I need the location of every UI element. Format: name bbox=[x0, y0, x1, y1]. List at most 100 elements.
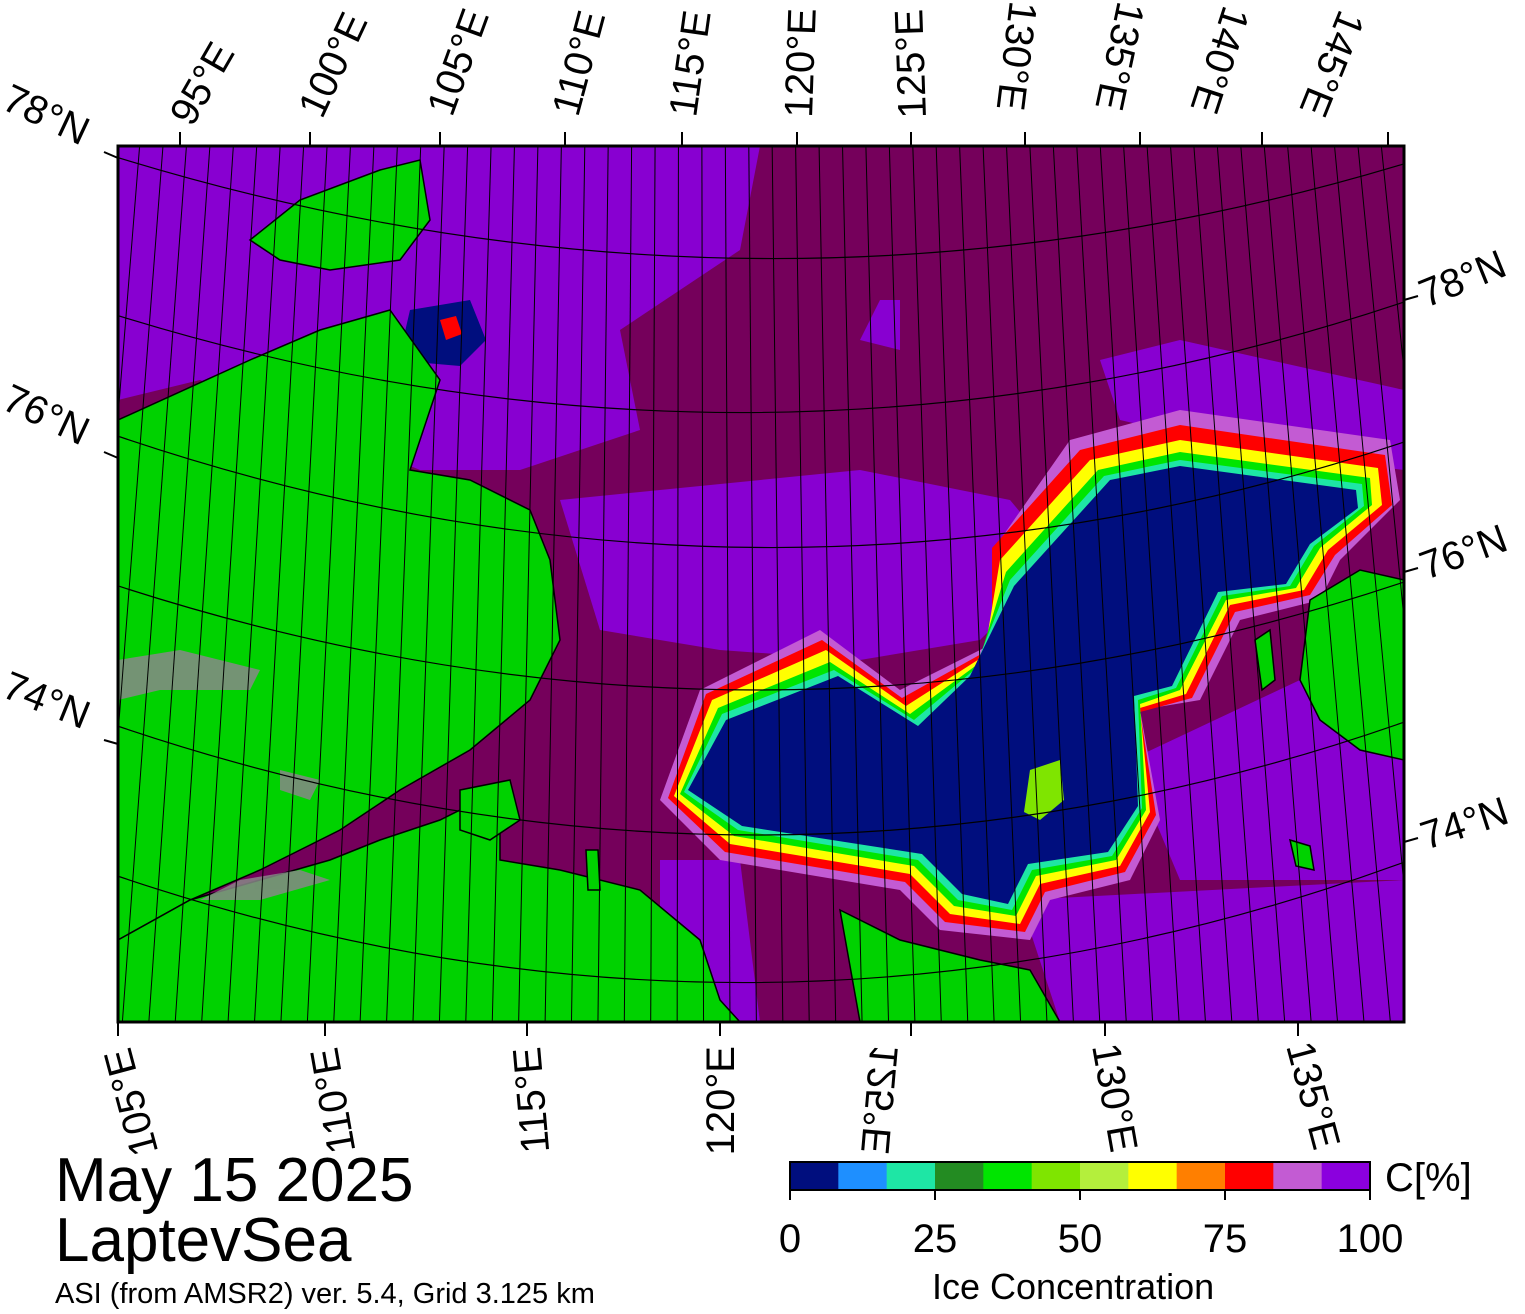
right-latitude-labels: 78°N 76°N 74°N bbox=[1413, 242, 1514, 858]
map-date: May 15 2025 bbox=[55, 1146, 414, 1215]
meridian-line bbox=[118, 146, 141, 423]
meridian-line bbox=[748, 146, 757, 1022]
lon-label-top: 95°E bbox=[162, 35, 244, 132]
colorbar-tick-label: 100 bbox=[1337, 1217, 1404, 1261]
graticule-latitudes bbox=[118, 156, 1404, 984]
colorbar-swatch bbox=[935, 1162, 984, 1190]
lat-label-right: 74°N bbox=[1415, 789, 1514, 858]
lon-label-top: 120°E bbox=[777, 7, 825, 118]
colorbar-unit: C[%] bbox=[1385, 1156, 1472, 1200]
colorbar-swatch bbox=[1176, 1162, 1226, 1190]
meridian-line bbox=[676, 146, 679, 1022]
meridian-line bbox=[491, 146, 515, 1022]
lat-label-left: 76°N bbox=[0, 376, 96, 454]
lon-label-bottom: 130°E bbox=[1083, 1040, 1145, 1155]
colorbar-swatch bbox=[838, 1162, 888, 1190]
meridian-line bbox=[412, 146, 445, 1022]
lon-label-top: 115°E bbox=[661, 8, 719, 120]
meridian-line bbox=[570, 146, 586, 1022]
meridian-line bbox=[438, 146, 469, 1022]
colorbar-swatch bbox=[1080, 1162, 1129, 1190]
meridian-line bbox=[701, 146, 705, 1022]
meridian-line bbox=[1123, 146, 1180, 1022]
meridian-line bbox=[1310, 146, 1391, 1022]
meridian-line bbox=[982, 146, 1022, 1022]
meridian-line bbox=[1193, 146, 1259, 1022]
meridian-line bbox=[118, 146, 164, 741]
colorbar-swatch bbox=[1225, 1162, 1274, 1190]
island-polynya bbox=[1024, 760, 1064, 820]
meridian-line bbox=[465, 146, 492, 1022]
meridian-line bbox=[121, 146, 187, 1022]
meridian-line bbox=[1357, 146, 1404, 625]
meridian-line bbox=[818, 146, 837, 1022]
colorbar-tick-label: 0 bbox=[779, 1217, 801, 1261]
meridian-line bbox=[544, 146, 562, 1022]
open-water-polynya bbox=[688, 466, 1358, 904]
meridian-line bbox=[888, 146, 916, 1022]
lon-label-top: 100°E bbox=[290, 6, 376, 124]
meridian-line bbox=[333, 146, 375, 1022]
meridian-line bbox=[771, 146, 784, 1022]
left-latitude-labels: 78°N 76°N 74°N bbox=[0, 76, 96, 738]
graticule-meridians bbox=[40, 100, 1404, 1060]
meridian-line bbox=[254, 146, 305, 1022]
meridian-line bbox=[1287, 146, 1365, 1022]
meridian-line bbox=[40, 100, 120, 1060]
meridian-line bbox=[518, 146, 539, 1022]
meridian-line bbox=[306, 146, 351, 1022]
meridian-line bbox=[1216, 146, 1286, 1022]
lon-label-top: 140°E bbox=[1182, 1, 1258, 119]
frame-ticks bbox=[103, 132, 1419, 1036]
meridian-line bbox=[1029, 146, 1074, 1022]
lon-label-bottom: 110°E bbox=[303, 1044, 365, 1156]
meridian-line bbox=[795, 146, 810, 1022]
lat-label-left: 74°N bbox=[0, 664, 96, 738]
colorbar-ticks bbox=[789, 1190, 1371, 1200]
lon-label-top: 110°E bbox=[544, 6, 614, 120]
map-frame bbox=[116, 144, 1406, 1024]
meridian-line bbox=[865, 146, 890, 1022]
meridian-line bbox=[1006, 146, 1048, 1022]
meridian-line bbox=[597, 146, 609, 1022]
meridian-line bbox=[842, 146, 863, 1022]
meridian-line bbox=[1052, 146, 1101, 1022]
lon-label-top: 135°E bbox=[1086, 0, 1152, 114]
colorbar-swatch bbox=[886, 1162, 936, 1190]
meridian-line bbox=[1170, 146, 1233, 1022]
map-body bbox=[40, 100, 1404, 1060]
colorbar-swatch bbox=[983, 1162, 1033, 1190]
colorbar-title: Ice Concentration bbox=[932, 1266, 1215, 1307]
product-info: ASI (from AMSR2) ver. 5.4, Grid 3.125 km bbox=[55, 1278, 595, 1310]
colorbar-tick-label: 50 bbox=[1058, 1217, 1103, 1261]
meridian-line bbox=[227, 146, 281, 1022]
bottom-longitude-labels: 105°E 110°E 115°E 120°E 125°E 130°E 135°… bbox=[96, 1037, 1348, 1161]
region-name: LaptevSea bbox=[55, 1206, 352, 1275]
lat-label-right: 76°N bbox=[1414, 517, 1513, 589]
top-longitude-labels: 95°E 100°E 105°E 110°E 115°E 120°E 125°E… bbox=[162, 0, 1373, 133]
meridian-line bbox=[935, 146, 969, 1022]
colorbar bbox=[790, 1162, 1371, 1190]
lon-label-bottom: 135°E bbox=[1277, 1037, 1348, 1154]
lon-label-top: 125°E bbox=[887, 8, 935, 119]
colorbar-swatch bbox=[1128, 1162, 1178, 1190]
meridian-line bbox=[959, 146, 995, 1022]
land bbox=[118, 159, 1404, 1022]
meridian-line bbox=[1076, 146, 1127, 1022]
lon-label-top: 130°E bbox=[988, 0, 1045, 113]
colorbar-tick-labels: 0 25 50 75 100 bbox=[779, 1217, 1404, 1261]
meridian-line bbox=[1240, 146, 1312, 1022]
lon-label-top: 105°E bbox=[419, 3, 498, 121]
lat-label-left: 78°N bbox=[0, 76, 96, 154]
lon-label-bottom: 105°E bbox=[96, 1044, 167, 1161]
meridian-line bbox=[1099, 146, 1154, 1022]
colorbar-swatch bbox=[1031, 1162, 1081, 1190]
meridian-line bbox=[650, 146, 656, 1022]
meridian-line bbox=[1146, 146, 1206, 1022]
meridian-line bbox=[386, 146, 422, 1022]
colorbar-tick-label: 25 bbox=[913, 1217, 958, 1261]
meridian-line bbox=[623, 146, 633, 1022]
meridian-line bbox=[1263, 146, 1339, 1022]
lon-label-bottom: 120°E bbox=[699, 1046, 743, 1155]
colorbar-swatch bbox=[790, 1162, 839, 1190]
